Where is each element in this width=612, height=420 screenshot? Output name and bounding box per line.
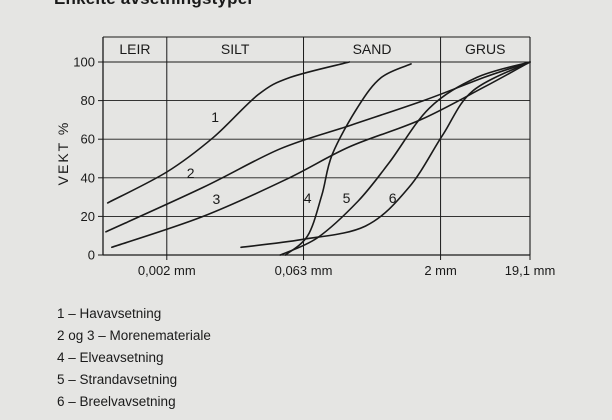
axes: 0 20 40 60 80 100 0,002 mm 0,063 mm 2 mm 19,1 mm — [73, 36, 556, 278]
fraction-label: SAND — [353, 41, 392, 57]
y-tick-label: 0 — [88, 248, 95, 263]
legend-item-6: 6 – Breelvavsetning — [57, 394, 176, 409]
y-tick-label: 40 — [81, 170, 95, 185]
fraction-label: SILT — [221, 41, 250, 57]
curve-4 — [284, 63, 412, 256]
fraction-labels: LEIR SILT SAND GRUS — [119, 41, 505, 57]
y-tick-label: 60 — [81, 132, 95, 147]
curve-label-2: 2 — [187, 165, 195, 181]
curve-2 — [105, 61, 531, 233]
legend-item-5: 5 – Strandavsetning — [57, 372, 178, 387]
curve-label-4: 4 — [304, 190, 312, 206]
curve-5 — [279, 61, 531, 256]
y-tick-label: 100 — [73, 55, 95, 70]
fraction-label: GRUS — [465, 41, 505, 57]
x-tick-label: 0,063 mm — [275, 263, 333, 278]
series-curves: 1 2 3 4 5 6 — [105, 61, 531, 256]
curve-3 — [111, 61, 531, 249]
page-title: Enkelte avsetningstyper — [54, 0, 254, 9]
curve-label-5: 5 — [343, 190, 351, 206]
x-tick-label: 0,002 mm — [138, 263, 196, 278]
curve-label-6: 6 — [389, 190, 397, 206]
y-tick-label: 80 — [81, 93, 95, 108]
fraction-label: LEIR — [119, 41, 150, 57]
curve-label-1: 1 — [211, 109, 219, 125]
curve-label-3: 3 — [213, 191, 221, 207]
legend-item-1: 1 – Havavsetning — [57, 306, 162, 321]
legend-item-2-3: 2 og 3 – Morenemateriale — [57, 328, 211, 343]
legend-item-4: 4 – Elveavsetning — [57, 350, 164, 365]
curve-1 — [106, 61, 351, 204]
grain-size-chart: LEIR SILT SAND GRUS 0 20 40 60 80 100 0,002 mm 0,0… — [55, 36, 556, 278]
x-tick-label: 19,1 mm — [505, 263, 556, 278]
curve-6 — [240, 61, 531, 249]
y-tick-label: 20 — [81, 209, 95, 224]
x-tick-label: 2 mm — [424, 263, 457, 278]
y-axis-label: VEKT % — [55, 121, 71, 186]
legend: 1 – Havavsetning 2 og 3 – Morenematerial… — [57, 303, 211, 413]
